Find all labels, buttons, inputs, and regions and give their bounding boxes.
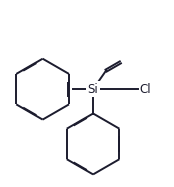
- Text: Cl: Cl: [140, 83, 151, 96]
- Text: Si: Si: [88, 83, 98, 96]
